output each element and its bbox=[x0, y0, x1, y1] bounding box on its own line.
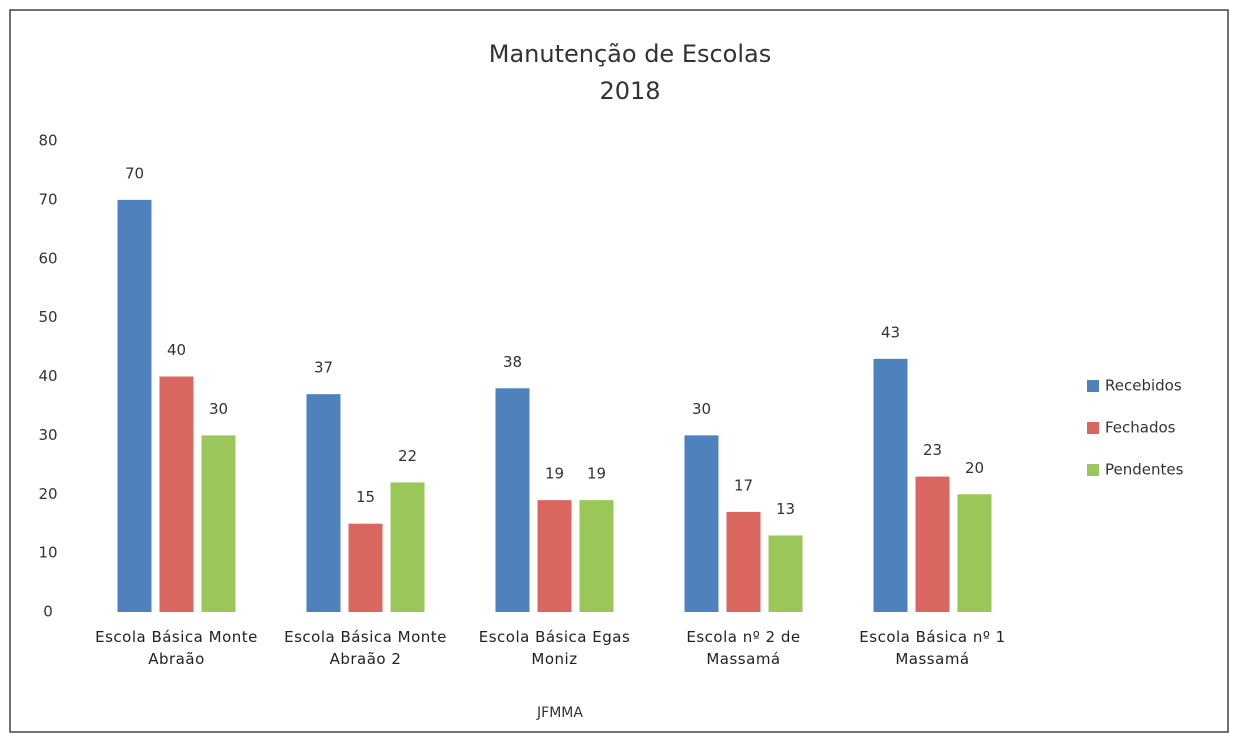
chart-frame bbox=[9, 9, 1229, 733]
legend-label: Fechados bbox=[1105, 419, 1176, 437]
y-tick-label: 80 bbox=[38, 132, 57, 150]
y-tick-label: 10 bbox=[38, 544, 57, 562]
data-label: 30 bbox=[209, 400, 228, 418]
x-tick-label: Escola nº 2 de Massamá bbox=[686, 628, 801, 668]
legend-swatch bbox=[1087, 464, 1099, 476]
data-label: 30 bbox=[692, 400, 711, 418]
bar bbox=[117, 199, 152, 612]
y-tick-label: 20 bbox=[38, 485, 57, 503]
legend-swatch bbox=[1087, 422, 1099, 434]
y-tick-label: 30 bbox=[38, 426, 57, 444]
chart-title: Manutenção de Escolas bbox=[489, 40, 772, 68]
y-tick-label: 40 bbox=[38, 367, 57, 385]
bar bbox=[768, 535, 803, 612]
data-label: 17 bbox=[734, 476, 753, 494]
legend-label: Pendentes bbox=[1105, 461, 1184, 479]
bar bbox=[390, 482, 425, 612]
data-label: 15 bbox=[356, 488, 375, 506]
bar bbox=[495, 388, 530, 612]
data-label: 38 bbox=[503, 353, 522, 371]
bar bbox=[726, 511, 761, 612]
x-tick-label: Escola Básica Egas Moniz bbox=[478, 628, 631, 668]
x-tick-label: Escola Básica Monte Abraão bbox=[95, 628, 258, 668]
bar bbox=[348, 523, 383, 612]
y-tick-label: 70 bbox=[38, 190, 57, 208]
x-axis-label: JFMMA bbox=[536, 705, 583, 721]
data-label: 37 bbox=[314, 359, 333, 377]
y-tick-label: 50 bbox=[38, 308, 57, 326]
chart-subtitle: 2018 bbox=[599, 77, 660, 105]
bar bbox=[957, 494, 992, 612]
y-tick-label: 60 bbox=[38, 249, 57, 267]
legend-swatch bbox=[1087, 380, 1099, 392]
data-label: 40 bbox=[167, 341, 186, 359]
bar bbox=[915, 476, 950, 612]
data-label: 19 bbox=[545, 465, 564, 483]
bar bbox=[684, 435, 719, 612]
data-label: 13 bbox=[776, 500, 795, 518]
data-label: 43 bbox=[881, 323, 900, 341]
bar bbox=[201, 435, 236, 612]
data-label: 70 bbox=[125, 164, 144, 182]
x-tick-label: Escola Básica nº 1 Massamá bbox=[859, 628, 1006, 668]
data-label: 19 bbox=[587, 465, 606, 483]
bar bbox=[873, 358, 908, 612]
data-label: 22 bbox=[398, 447, 417, 465]
data-label: 23 bbox=[923, 441, 942, 459]
x-tick-label: Escola Básica Monte Abraão 2 bbox=[284, 628, 447, 668]
bar bbox=[159, 376, 194, 612]
legend-label: Recebidos bbox=[1105, 377, 1182, 395]
bar bbox=[306, 394, 341, 612]
y-tick-label: 0 bbox=[43, 603, 53, 621]
bar bbox=[537, 500, 572, 612]
data-label: 20 bbox=[965, 459, 984, 477]
bar bbox=[579, 500, 614, 612]
